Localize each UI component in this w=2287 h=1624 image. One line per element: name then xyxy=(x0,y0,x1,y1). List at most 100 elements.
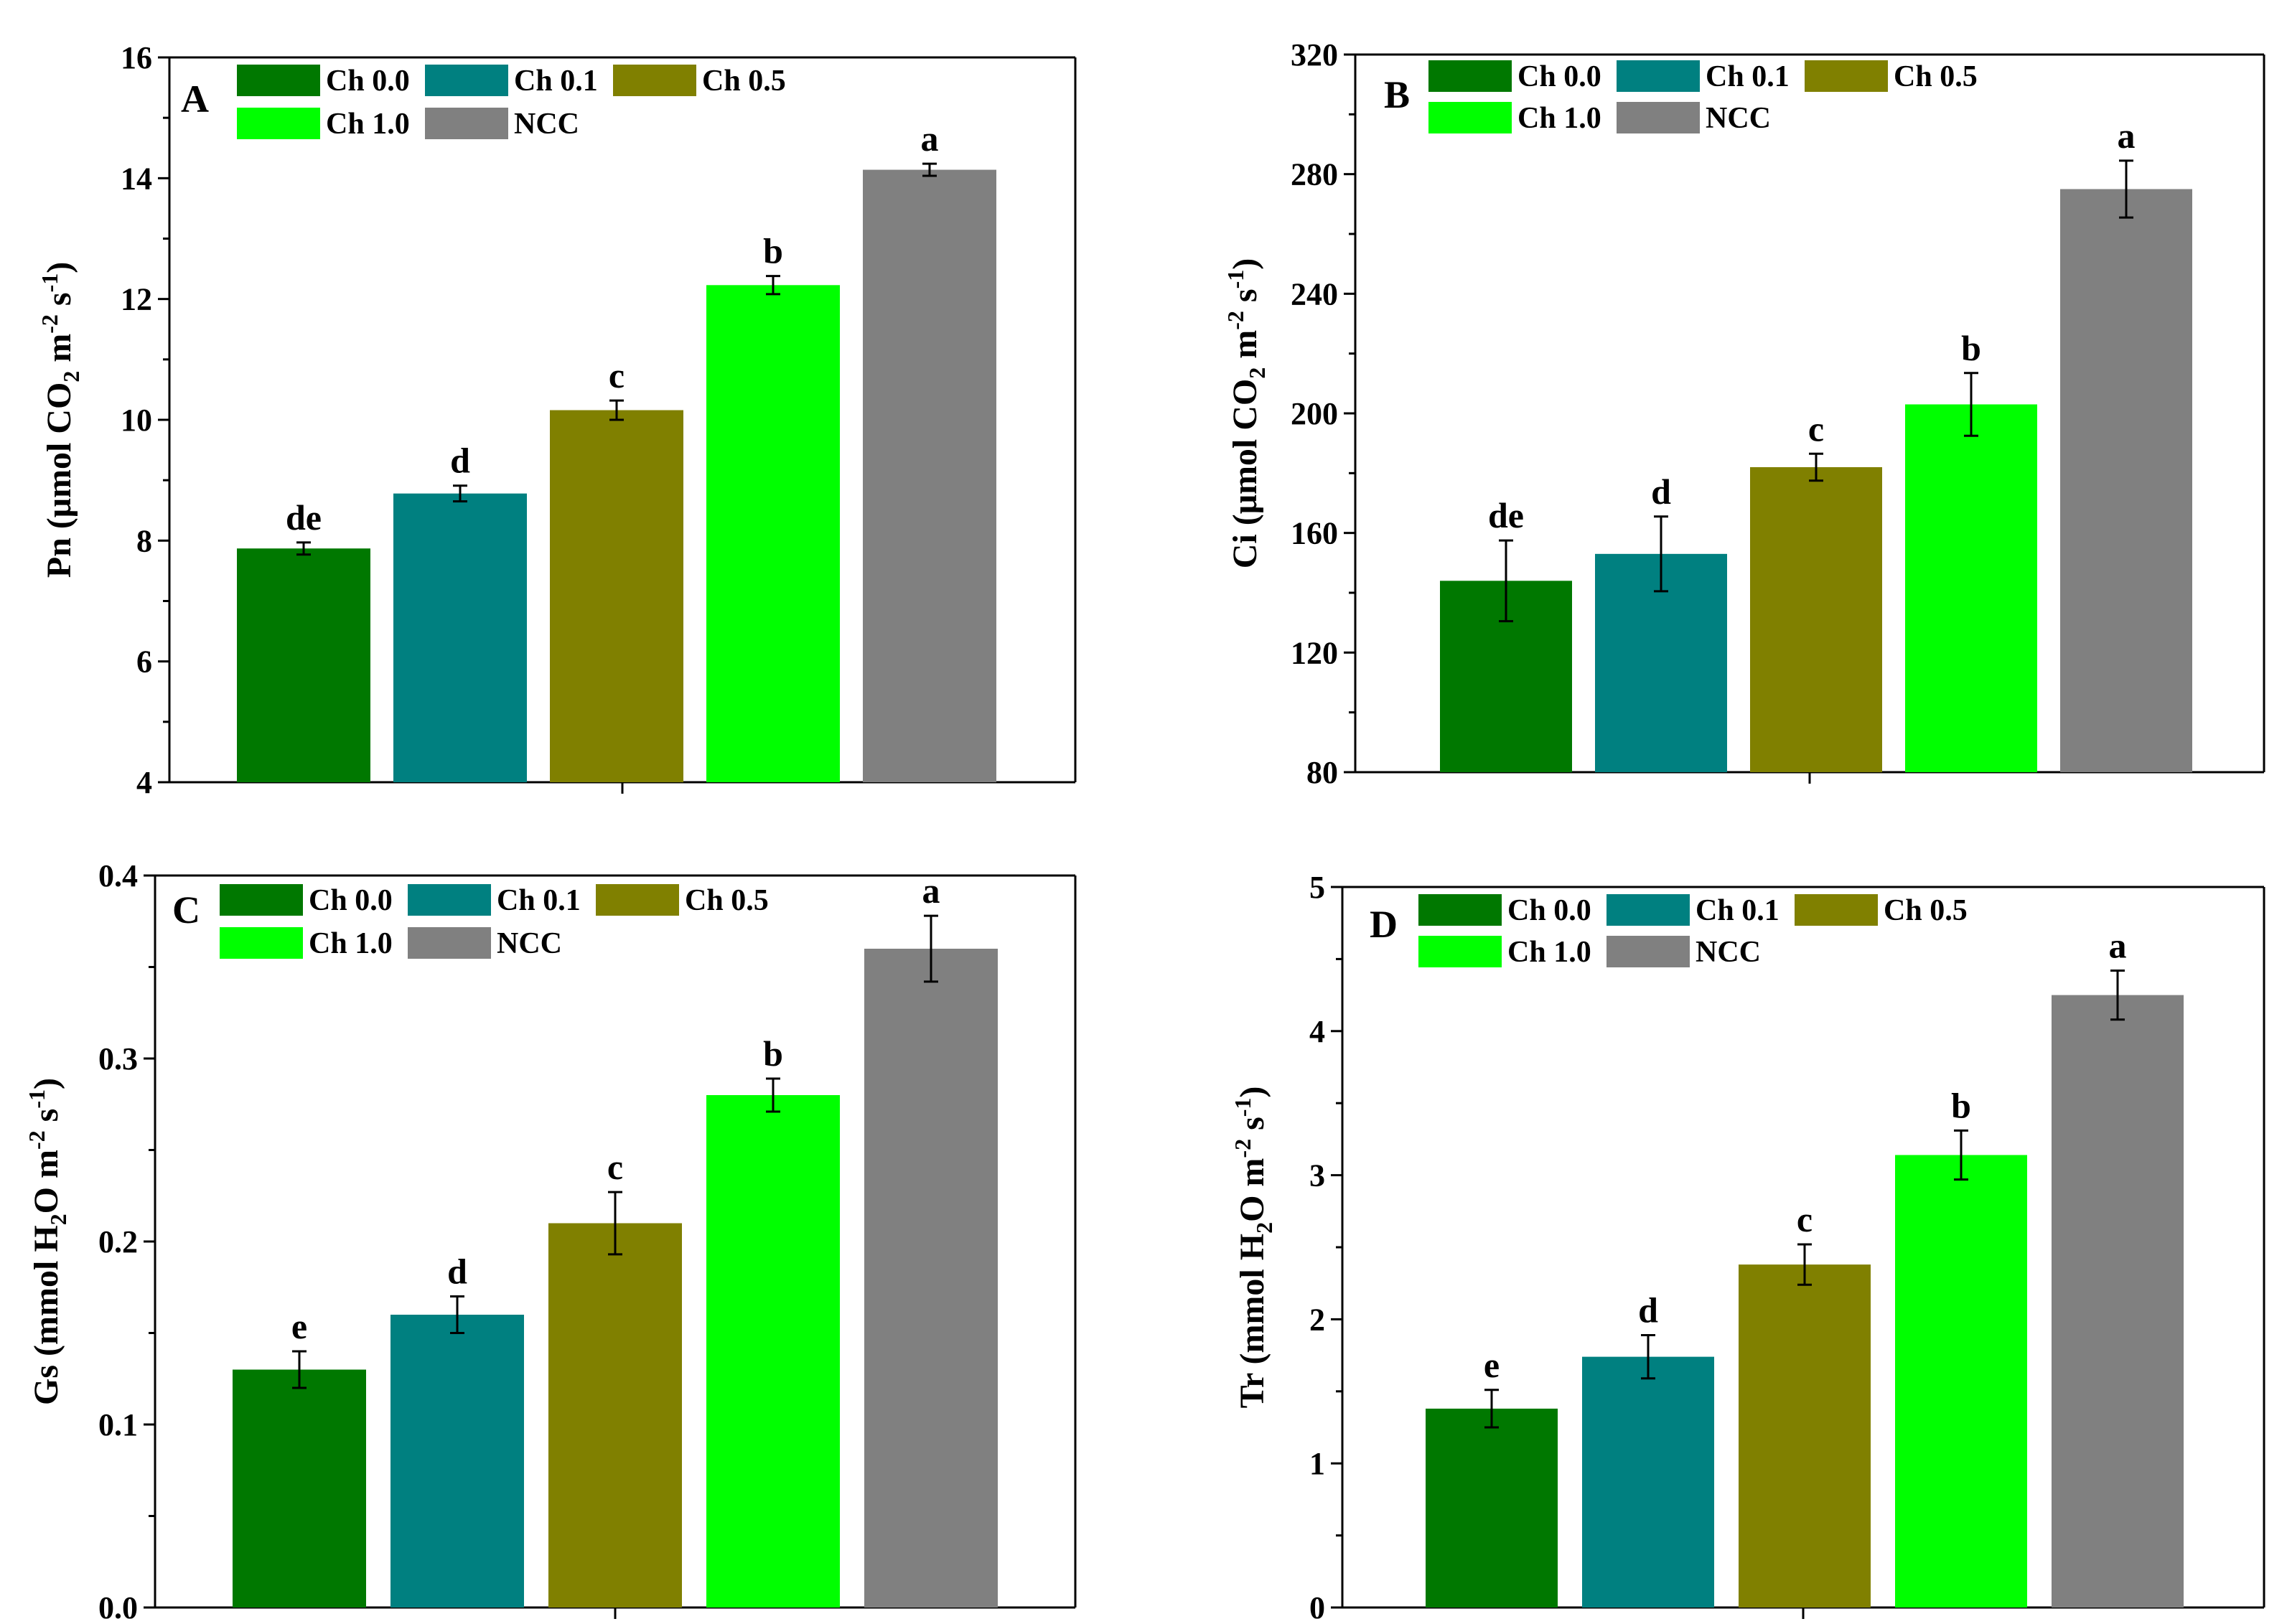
bar-ch-10 xyxy=(1895,1155,2027,1607)
y-tick-label: 0 xyxy=(1309,1590,1325,1624)
y-axis-title-part: s xyxy=(1226,288,1264,311)
chart-panel-a: 4 6 8 10 12 14 16 de d c b a A Ch 0.0 Ch 0.1 Ch 0.5 Ch 1… xyxy=(37,40,1077,800)
bar-ch-05 xyxy=(550,410,683,782)
bar-ch-01 xyxy=(393,493,527,782)
legend-swatch xyxy=(408,927,491,959)
significance-letter: a xyxy=(921,118,939,159)
significance-letter: d xyxy=(447,1252,467,1292)
significance-letter: d xyxy=(1651,471,1671,512)
y-tick-label: 12 xyxy=(121,282,152,317)
legend-label: Ch 0.1 xyxy=(514,65,598,98)
legend-label: Ch 0.1 xyxy=(1696,894,1779,927)
y-axis-title-part: 2 xyxy=(1244,367,1270,379)
y-axis-title-part: -1 xyxy=(37,273,62,293)
legend-swatch xyxy=(1428,60,1512,92)
bar-ncc xyxy=(864,949,998,1607)
legend-label: Ch 0.0 xyxy=(1517,60,1601,93)
legend-label: Ch 0.5 xyxy=(702,65,786,98)
chart-panel-c: 0.0 0.1 0.2 0.3 0.4 e d c b a C Ch 0.0 Ch 0.1 Ch 0.5 C… xyxy=(24,858,1077,1624)
y-axis-title-part: -2 xyxy=(1222,311,1248,330)
bar-ch-05 xyxy=(1750,467,1882,772)
y-axis-title-part: Tr (mmol H xyxy=(1233,1234,1271,1409)
significance-letter: c xyxy=(609,355,625,395)
significance-letter: e xyxy=(1484,1345,1500,1385)
y-tick-label: 80 xyxy=(1306,755,1338,790)
legend-label: Ch 0.1 xyxy=(1706,60,1790,93)
legend-swatch xyxy=(237,108,320,139)
bar-ch-10 xyxy=(706,285,840,782)
y-tick-label: 4 xyxy=(1309,1014,1325,1049)
y-axis-title-part: ) xyxy=(1226,258,1264,270)
y-axis-title-part: s xyxy=(1233,1117,1271,1139)
y-tick-label: 8 xyxy=(136,523,152,558)
panel-label: C xyxy=(172,888,200,931)
significance-letter: b xyxy=(763,1033,783,1074)
chart-panel-d: 0 1 2 3 4 5 e d c b a D Ch 0.0 Ch 0.1 Ch 0.5 Ch 1.0 NCC T… xyxy=(1230,870,2265,1624)
y-tick-label: 0.3 xyxy=(98,1041,138,1076)
bar-ch-10 xyxy=(1905,404,2037,772)
legend-label: Ch 1.0 xyxy=(326,108,410,141)
legend-label: Ch 0.0 xyxy=(1507,894,1591,927)
legend-swatch xyxy=(220,884,303,916)
y-tick-label: 0.0 xyxy=(98,1590,138,1624)
bar-ch-05 xyxy=(548,1223,682,1607)
legend-label: NCC xyxy=(1696,936,1761,969)
y-axis-title-part: -2 xyxy=(1230,1139,1255,1158)
y-tick-label: 160 xyxy=(1291,516,1338,551)
legend-swatch xyxy=(1617,60,1700,92)
legend-swatch xyxy=(425,65,508,96)
legend-label: NCC xyxy=(497,927,562,960)
y-tick-label: 320 xyxy=(1291,37,1338,72)
legend-label: Ch 1.0 xyxy=(1517,102,1601,135)
bar-ch-05 xyxy=(1739,1264,1871,1607)
y-tick-label: 6 xyxy=(136,644,152,680)
y-tick-label: 2 xyxy=(1309,1302,1325,1337)
significance-letter: c xyxy=(1808,408,1824,449)
y-axis-title-part: Pn (μmol CO xyxy=(40,382,78,578)
legend-label: Ch 0.1 xyxy=(497,884,581,917)
panel-label: B xyxy=(1384,73,1410,116)
y-axis-title-part: Ci (μmol CO xyxy=(1226,379,1264,569)
legend-label: Ch 0.5 xyxy=(1894,60,1978,93)
y-axis-title-part: O m xyxy=(27,1150,65,1214)
legend-swatch xyxy=(1606,936,1690,967)
y-axis-title-part: -2 xyxy=(24,1130,50,1150)
y-tick-label: 240 xyxy=(1291,276,1338,311)
significance-letter: a xyxy=(2118,116,2136,156)
y-tick-label: 1 xyxy=(1309,1446,1325,1481)
y-tick-label: 0.2 xyxy=(98,1224,138,1259)
legend-swatch xyxy=(596,884,679,916)
y-tick-label: 4 xyxy=(136,765,152,800)
y-axis-title-part: 2 xyxy=(58,371,84,382)
legend-label: NCC xyxy=(1706,102,1771,135)
bar-ncc xyxy=(2060,189,2192,772)
y-tick-label: 16 xyxy=(121,40,152,75)
legend-swatch xyxy=(1617,102,1700,133)
y-tick-label: 0.4 xyxy=(98,858,138,893)
y-tick-label: 280 xyxy=(1291,157,1338,192)
y-tick-label: 200 xyxy=(1291,396,1338,431)
legend-swatch xyxy=(237,65,320,96)
y-axis-title-part: -1 xyxy=(1222,270,1248,289)
y-axis-title: Tr (mmol H2O m-2 s-1) xyxy=(1230,1086,1277,1409)
legend-swatch xyxy=(1418,894,1502,926)
bar-ch-01 xyxy=(390,1315,524,1607)
legend-swatch xyxy=(1606,894,1690,926)
legend-swatch xyxy=(408,884,491,916)
y-axis-title-part: O m xyxy=(1233,1158,1271,1222)
legend-label: NCC xyxy=(514,108,579,141)
y-axis-title-part: 2 xyxy=(45,1214,71,1225)
legend-swatch xyxy=(613,65,696,96)
significance-letter: a xyxy=(2109,925,2127,965)
legend-label: Ch 0.0 xyxy=(326,65,410,98)
y-tick-label: 14 xyxy=(121,161,152,196)
panel-label: D xyxy=(1370,903,1398,946)
panel-label: A xyxy=(181,78,209,121)
legend-label: Ch 1.0 xyxy=(309,927,393,960)
bar-ch-10 xyxy=(706,1095,840,1607)
bar-ncc xyxy=(863,169,996,783)
significance-letter: c xyxy=(607,1147,623,1187)
y-tick-label: 5 xyxy=(1309,870,1325,905)
bar-ch-00 xyxy=(233,1369,366,1607)
